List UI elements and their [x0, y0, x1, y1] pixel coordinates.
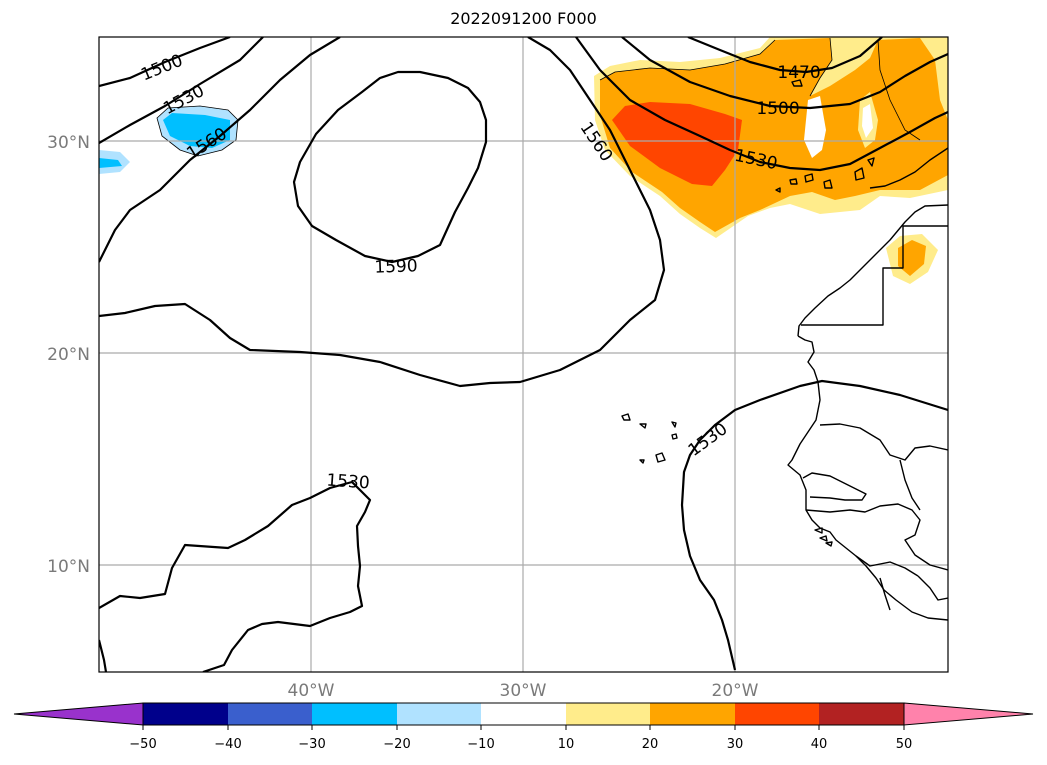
shade-white-gap-3 [862, 104, 873, 138]
colorbar-bin-5 [481, 703, 566, 725]
lon-label-40w: 40°W [288, 681, 335, 701]
contour-1530-nw [99, 37, 264, 144]
contour-1560-central [99, 37, 666, 388]
canary-islands [775, 157, 875, 193]
colorbar-tick-label: 50 [896, 737, 913, 752]
coastline-nw-africa [797, 204, 948, 337]
border-liberia [917, 575, 948, 601]
shade-orange-africa [898, 240, 926, 276]
border-western-sahara [801, 225, 948, 326]
colorbar-bin-4 [397, 703, 481, 725]
border-interior-1 [899, 459, 921, 511]
colorbar-tick-label: −10 [467, 737, 494, 752]
colorbar-bin-6 [566, 703, 650, 725]
colorbar-bin-2 [228, 703, 312, 725]
border-mali-mauritania [819, 423, 948, 461]
shade-blue-nw [163, 113, 230, 148]
colorbar-tick-label: −20 [383, 737, 410, 752]
colorbar-tick-label: 10 [558, 737, 575, 752]
coastline-morocco [869, 147, 948, 189]
colorbar-tick-label: −30 [298, 737, 325, 752]
shading-layer [99, 37, 948, 284]
contour-1560-nw [99, 37, 341, 263]
graticule [99, 37, 948, 672]
madeira-small [791, 79, 803, 87]
shade-orange-ne [600, 38, 948, 232]
contour-1530-ne [575, 37, 948, 172]
colorbar-tick-label: −50 [129, 737, 156, 752]
map-frame [98, 36, 949, 673]
colorbar-bin-3 [312, 703, 397, 725]
map-plot-area: 1500 1530 1560 1590 1560 1470 1500 1530 … [99, 37, 948, 672]
colorbar-tick-label: 20 [642, 737, 659, 752]
contour-1530-sw [99, 480, 372, 672]
map-title: 2022091200 F000 [450, 9, 597, 28]
colorbar-ticks [142, 725, 905, 730]
colorbar-bin-9 [819, 703, 904, 725]
contour-label-1500-nw: 1500 [138, 51, 186, 86]
shade-white-gap-1 [804, 96, 826, 158]
lon-label-20w: 20°W [712, 681, 759, 701]
contour-1530-east [680, 379, 948, 671]
lat-label-20n: 20°N [47, 345, 90, 365]
shade-red-orange-ne [612, 102, 742, 186]
height-contours [99, 37, 948, 672]
contour-1590-ring [292, 70, 488, 264]
colorbar-outline [142, 702, 905, 726]
contour-label-1530-east: 1530 [685, 419, 732, 461]
colorbar-bin-8 [735, 703, 819, 725]
contour-label-1590: 1590 [374, 256, 418, 277]
contour-label-1470: 1470 [777, 63, 820, 83]
colorbar-tick-label: 40 [811, 737, 828, 752]
lon-label-30w: 30°W [500, 681, 547, 701]
colorbar-bin-7 [650, 703, 735, 725]
colorbar: −50 −40 −30 −20 −10 10 20 30 40 50 [13, 702, 1034, 752]
coastlines [621, 79, 948, 621]
coastline-west-africa [787, 335, 948, 621]
border-guinea [805, 503, 948, 571]
colorbar-extend-high [903, 702, 1034, 726]
contour-1500-ne [621, 37, 948, 110]
colorbar-tick-label: 30 [727, 737, 744, 752]
contour-1530-sw-left [99, 639, 108, 672]
contour-label-1530-sw: 1530 [326, 471, 371, 494]
lat-label-10n: 10°N [47, 557, 90, 577]
contour-1470-ne [687, 37, 883, 74]
colorbar-tick-label: −40 [214, 737, 241, 752]
border-sierra-leone [855, 555, 919, 577]
border-senegal [802, 472, 867, 501]
contour-1500-nw [99, 37, 231, 88]
colorbar-bin-1 [143, 703, 228, 725]
cape-verde-islands [621, 413, 678, 464]
contour-label-1500-ne: 1500 [756, 99, 799, 119]
lat-label-30n: 30°N [47, 133, 90, 153]
coastline-bissau-islands [814, 527, 833, 547]
thin-contour-blue [156, 105, 239, 157]
shade-blue-edge [99, 158, 122, 168]
border-interior-2 [879, 577, 891, 611]
colorbar-extend-low [13, 702, 144, 726]
